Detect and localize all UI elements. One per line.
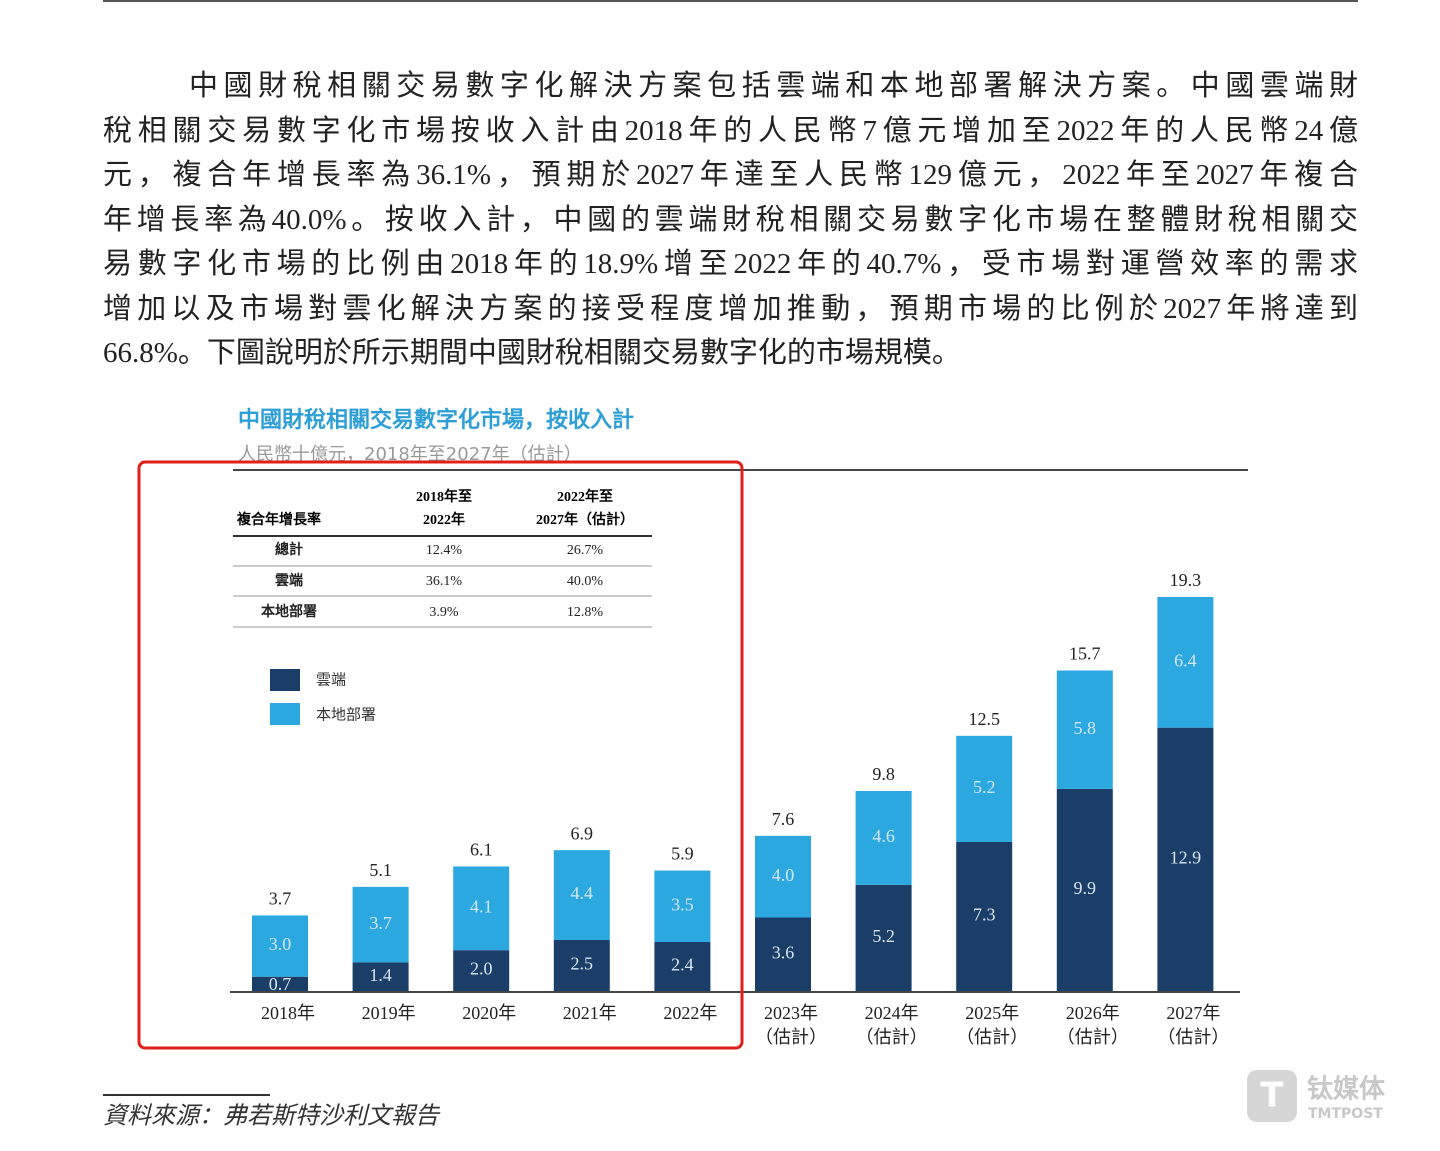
segment-label: 9.9 xyxy=(1074,878,1097,898)
table-cell: 本地部署 xyxy=(261,603,317,620)
total-label: 3.7 xyxy=(269,889,292,909)
segment-label: 3.6 xyxy=(772,942,795,962)
table-cell: 12.4% xyxy=(426,543,463,558)
bar-segment xyxy=(453,950,510,991)
bar-segment xyxy=(1056,788,1113,991)
paragraph-line: 中國財稅相關交易數字化解決方案包括雲端和本地部署解決方案。中國雲端財 xyxy=(189,70,1358,102)
bar-segment xyxy=(956,735,1013,842)
watermark-icon xyxy=(1247,1070,1297,1122)
paragraph-line: 易數字化市場的比例由2018年的18.9%增至2022年的40.7%，受市場對運… xyxy=(103,248,1358,280)
bar-segment xyxy=(855,884,912,991)
bar-segment xyxy=(252,976,308,991)
legend-swatch xyxy=(270,669,300,691)
table-cell: 36.1% xyxy=(426,574,463,589)
total-label: 5.1 xyxy=(369,860,392,880)
total-label: 12.5 xyxy=(968,709,1000,729)
bar-segment xyxy=(654,942,711,991)
legend-swatch xyxy=(270,703,300,725)
bar-segment xyxy=(654,870,711,943)
paragraph-line: 66.8%。下圖說明於所示期間中國財稅相關交易數字化的市場規模。 xyxy=(103,337,961,369)
x-tick-label: 2023年（估計） xyxy=(755,1003,827,1047)
x-tick-label: 2024年（估計） xyxy=(856,1003,928,1047)
segment-label: 3.5 xyxy=(671,894,694,914)
segment-label: 1.4 xyxy=(369,965,392,985)
paragraph-line: 年增長率為40.0%。按收入計，中國的雲端財稅相關交易數字化市場在整體財稅相關交 xyxy=(103,203,1358,236)
x-tick-label: 2020年 xyxy=(462,1003,516,1023)
segment-label: 12.9 xyxy=(1170,847,1202,867)
bar-segment xyxy=(956,841,1013,991)
segment-label: 2.5 xyxy=(571,954,594,974)
table-cell: 26.7% xyxy=(567,543,604,558)
table-cell: 12.8% xyxy=(567,605,604,620)
watermark-icon-letter: T xyxy=(1260,1076,1284,1116)
total-label: 5.9 xyxy=(671,844,694,864)
x-tick-label: 2022年 xyxy=(663,1003,717,1023)
source: 資料來源：弗若斯特沙利文報告 xyxy=(103,1103,441,1130)
total-label: 7.6 xyxy=(772,809,795,829)
paragraph-line: 元，複合年增長率為36.1%，預期於2027年達至人民幣129億元，2022年至… xyxy=(103,159,1358,191)
bar-segment xyxy=(755,835,811,918)
segment-label: 5.8 xyxy=(1074,718,1097,738)
table-header: 2018年至 2022年 xyxy=(416,488,472,528)
table-cell: 總計 xyxy=(275,541,303,558)
segment-label: 0.7 xyxy=(269,974,292,994)
segment-label: 5.2 xyxy=(973,777,996,797)
x-tick-label: 2018年 xyxy=(261,1003,315,1023)
total-label: 9.8 xyxy=(872,764,895,784)
segment-label: 4.1 xyxy=(470,896,493,916)
bar-segment xyxy=(1157,727,1214,991)
table-cell: 雲端 xyxy=(275,572,303,589)
table-header: 2022年至 2027年（估計） xyxy=(536,488,634,528)
table-header: 複合年增長率 xyxy=(236,511,321,528)
bar-segment xyxy=(755,917,811,991)
bar-segment xyxy=(352,962,409,991)
watermark-sub: TMTPOST xyxy=(1308,1106,1383,1122)
total-label: 15.7 xyxy=(1069,644,1101,664)
paragraph-line: 增加以及市場對雲化解決方案的接受程度增加推動，預期市場的比例於2027年將達到 xyxy=(103,292,1358,325)
bar-segment xyxy=(553,939,610,991)
segment-label: 2.4 xyxy=(671,955,694,975)
x-tick-label: 2021年 xyxy=(563,1003,617,1023)
segment-label: 6.4 xyxy=(1174,650,1197,670)
total-label: 6.1 xyxy=(470,840,493,860)
legend-label: 本地部署 xyxy=(316,706,376,723)
bar-segment xyxy=(553,850,610,940)
total-label: 19.3 xyxy=(1170,570,1202,590)
bar-segment xyxy=(1056,670,1113,789)
paragraph-line: 稅相關交易數字化市場按收入計由2018年的人民幣7億元增加至2022年的人民幣2… xyxy=(103,114,1358,147)
chart-title: 中國財稅相關交易數字化市場，按收入計 xyxy=(238,407,634,433)
x-tick-label: 2026年（估計） xyxy=(1057,1003,1129,1047)
highlight-box xyxy=(137,460,744,1050)
segment-label: 3.7 xyxy=(369,913,392,933)
table-cell: 3.9% xyxy=(429,605,459,620)
segment-label: 4.6 xyxy=(872,826,895,846)
bar-segment xyxy=(453,866,510,951)
bar-segment xyxy=(1157,597,1214,728)
segment-label: 2.0 xyxy=(470,959,493,979)
total-label: 6.9 xyxy=(571,823,594,843)
x-tick-label: 2027年（估計） xyxy=(1157,1003,1229,1047)
paragraph: 中國財稅相關交易數字化解決方案包括雲端和本地部署解決方案。中國雲端財稅相關交易數… xyxy=(103,64,1358,376)
watermark-brand: 钛媒体 xyxy=(1307,1075,1386,1105)
bar-segment xyxy=(352,886,409,963)
segment-label: 3.0 xyxy=(269,934,292,954)
table-cell: 40.0% xyxy=(567,574,604,589)
legend-label: 雲端 xyxy=(316,671,346,688)
bar-segment xyxy=(252,915,308,977)
segment-label: 7.3 xyxy=(973,905,996,925)
segment-label: 5.2 xyxy=(872,926,895,946)
chart-subtitle: 人民幣十億元，2018年至2027年（估計） xyxy=(238,444,582,465)
x-tick-label: 2025年（估計） xyxy=(956,1003,1028,1047)
bar-segment xyxy=(855,790,912,885)
segment-label: 4.0 xyxy=(772,865,795,885)
x-tick-label: 2019年 xyxy=(362,1003,416,1023)
segment-label: 4.4 xyxy=(571,883,594,903)
